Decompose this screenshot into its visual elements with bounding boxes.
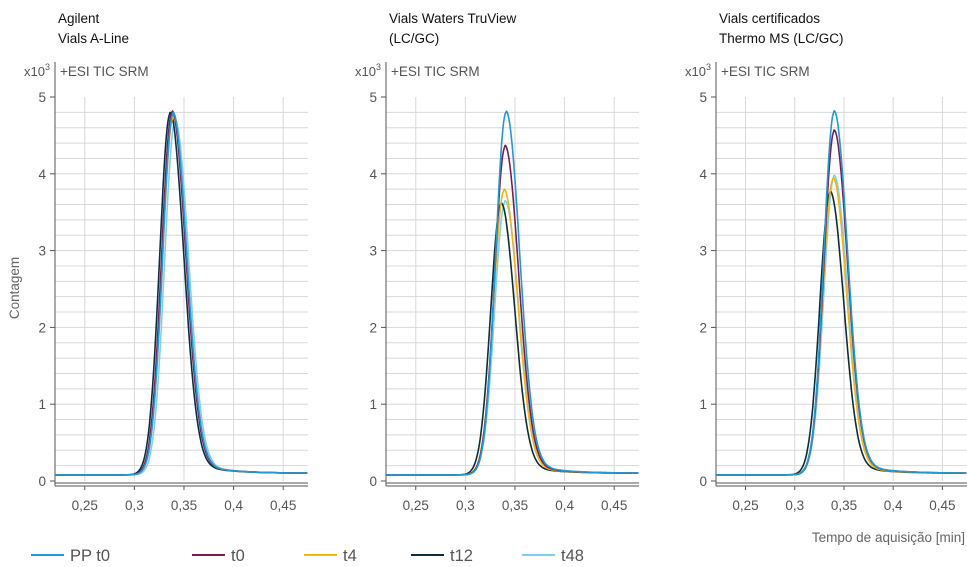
- series-line-pp-t0: [716, 110, 967, 476]
- y-tick-label: 1: [369, 397, 377, 412]
- x-tick-label: 0,4: [224, 498, 243, 513]
- y-tick-label: 3: [699, 244, 707, 259]
- chart-title-line: Vials Waters TruView: [389, 11, 517, 26]
- y-multiplier: x103: [685, 62, 711, 79]
- y-tick-label: 2: [38, 320, 46, 335]
- y-tick-label: 1: [38, 397, 46, 412]
- chart-panel-3: Vials certificados Thermo MS (LC/GC) x103 +…: [685, 11, 967, 513]
- x-tick-label: 0,3: [125, 498, 144, 513]
- signal-label: +ESI TIC SRM: [721, 64, 810, 79]
- x-tick-label: 0,4: [884, 498, 903, 513]
- y-tick-label: 5: [38, 90, 46, 105]
- chart-panel-1: Agilent Vials A-Line x103 +ESI TIC SRM 0 1 2 3 4…: [24, 11, 308, 513]
- y-tick-label: 0: [369, 474, 377, 489]
- y-tick-label: 5: [369, 90, 377, 105]
- chart-panel-2: Vials Waters TruView (LC/GC) x103 +ESI TIC …: [355, 11, 639, 513]
- y-tick-label: 5: [699, 90, 707, 105]
- legend-label: t48: [561, 547, 584, 565]
- chart-title-line: Thermo MS (LC/GC): [719, 31, 844, 46]
- x-tick-label: 0,3: [785, 498, 804, 513]
- x-axis-title: Tempo de aquisição [min]: [812, 530, 965, 545]
- x-tick-label: 0,45: [601, 498, 627, 513]
- y-tick-label: 4: [38, 167, 46, 182]
- series-line-t4: [386, 188, 639, 476]
- chart-title-line: (LC/GC): [389, 31, 439, 46]
- x-tick-label: 0,25: [732, 498, 758, 513]
- series-line-t12: [386, 202, 639, 476]
- x-tick-label: 0,45: [929, 498, 955, 513]
- x-tick-label: 0,35: [831, 498, 857, 513]
- chart-title-line: Vials A-Line: [58, 31, 129, 46]
- y-tick-label: 2: [369, 320, 377, 335]
- series-line-t4: [716, 176, 967, 476]
- y-tick-label: 3: [38, 244, 46, 259]
- x-tick-label: 0,3: [456, 498, 475, 513]
- x-tick-label: 0,4: [555, 498, 574, 513]
- y-axis-title: Contagem: [7, 257, 22, 319]
- y-tick-label: 2: [699, 320, 707, 335]
- x-tick-label: 0,35: [502, 498, 528, 513]
- y-tick-label: 0: [699, 474, 707, 489]
- series-line-t0: [716, 129, 967, 476]
- y-multiplier: x103: [355, 62, 381, 79]
- series-line-pp-t0: [386, 110, 639, 476]
- series-line-pp-t0: [55, 111, 308, 476]
- legend-label: PP t0: [70, 547, 110, 565]
- series-line-t0: [386, 144, 639, 476]
- x-tick-label: 0,25: [72, 498, 98, 513]
- chart-title-line: Vials certificados: [719, 11, 820, 26]
- legend-label: t4: [343, 547, 357, 565]
- x-tick-label: 0,25: [403, 498, 429, 513]
- chart-title-line: Agilent: [58, 11, 100, 26]
- legend: PP t0 t0 t4 t12 t48: [31, 547, 584, 565]
- y-tick-label: 4: [699, 167, 707, 182]
- y-tick-label: 1: [699, 397, 707, 412]
- signal-label: +ESI TIC SRM: [60, 64, 149, 79]
- signal-label: +ESI TIC SRM: [391, 64, 480, 79]
- y-tick-label: 0: [38, 474, 46, 489]
- y-tick-label: 3: [369, 244, 377, 259]
- x-tick-label: 0,35: [171, 498, 197, 513]
- legend-label: t12: [450, 547, 473, 565]
- x-tick-label: 0,45: [270, 498, 296, 513]
- legend-label: t0: [231, 547, 245, 565]
- y-multiplier: x103: [24, 62, 50, 79]
- y-tick-label: 4: [369, 167, 377, 182]
